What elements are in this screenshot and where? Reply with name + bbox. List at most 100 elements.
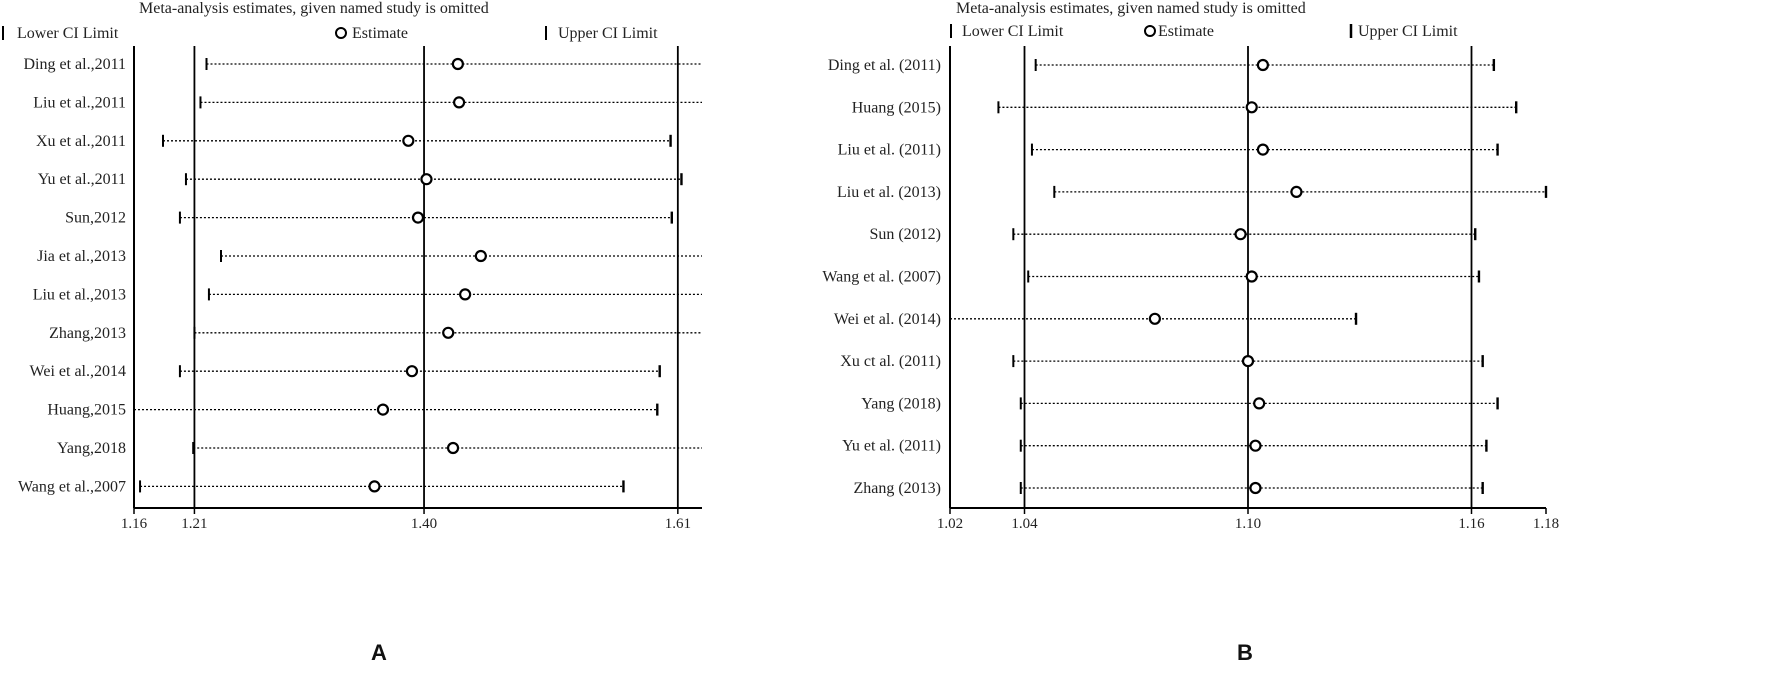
study-label: Wei et al. (2014) xyxy=(834,311,941,328)
estimate-point xyxy=(451,57,464,71)
x-tick-label: 1.40 xyxy=(411,516,437,532)
panel-a-legend: Lower CI Limit Estimate Upper CI Limit xyxy=(2,25,658,42)
estimate-point xyxy=(420,173,433,186)
estimate-point xyxy=(1249,481,1262,495)
study-label: Xu et al.,2011 xyxy=(36,133,126,150)
study-row: Xu et al.,2011 xyxy=(36,133,672,150)
study-label: Liu et al. (2013) xyxy=(837,184,941,201)
study-label: Ding et al. (2011) xyxy=(828,57,941,74)
estimate-point xyxy=(1253,397,1266,410)
study-row: Wang et al. (2007) xyxy=(822,269,1481,286)
study-row: Xu ct al. (2011) xyxy=(840,353,1484,370)
x-tick-label: 1.04 xyxy=(1011,516,1038,532)
study-row: Yu et al.,2011 xyxy=(38,171,683,188)
estimate-point xyxy=(446,441,460,455)
estimate-point xyxy=(459,288,472,301)
study-label: Huang,2015 xyxy=(47,402,126,419)
legend-estimate-marker xyxy=(335,27,347,39)
panel-a-title: Meta‐analysis estimates, given named stu… xyxy=(139,0,489,17)
panel-a: Meta‐analysis estimates, given named stu… xyxy=(2,0,702,665)
study-row: Wang et al.,2007 xyxy=(18,478,625,495)
study-row: Wei et al. (2014) xyxy=(834,311,1358,328)
study-label: Yang,2018 xyxy=(57,440,126,457)
study-row: Huang,2015 xyxy=(47,402,659,419)
estimate-point xyxy=(1256,143,1270,156)
estimate-point xyxy=(1234,228,1247,241)
panel-a-rows: Ding et al.,2011 Liu et al.,2011 Xu et al.… xyxy=(18,56,702,495)
study-label: Huang (2015) xyxy=(852,99,941,116)
panel-b-legend: Lower CI Limit Estimate Upper CI Limit xyxy=(950,23,1458,40)
study-row: Zhang,2013 xyxy=(49,325,702,342)
study-label: Xu ct al. (2011) xyxy=(840,353,941,370)
estimate-point xyxy=(1249,439,1262,452)
study-row: Jia et al.,2013 xyxy=(37,248,702,265)
study-row: Zhang (2013) xyxy=(853,480,1484,497)
study-label: Ding et al.,2011 xyxy=(24,56,127,73)
study-row: Ding et al. (2011) xyxy=(828,57,1496,74)
study-label: Zhang,2013 xyxy=(49,325,126,342)
panel-b-x-axis: 1.02 1.04 1.10 1.16 1.18 xyxy=(937,508,1559,532)
estimate-point xyxy=(1245,101,1258,114)
x-tick-label: 1.61 xyxy=(665,516,691,532)
x-tick-label: 1.16 xyxy=(121,516,148,532)
study-label: Jia et al.,2013 xyxy=(37,248,126,265)
estimate-point xyxy=(368,480,381,493)
estimate-point xyxy=(1290,185,1303,198)
panel-a-label: A xyxy=(371,640,387,665)
panel-a-x-axis: 1.16 1.21 1.40 1.61 xyxy=(121,508,691,532)
study-row: Liu et al.,2011 xyxy=(33,94,702,111)
panel-b: Meta‐analysis estimates, given named stu… xyxy=(822,0,1559,665)
legend-lower-label: Lower CI Limit xyxy=(17,25,119,42)
estimate-point xyxy=(1148,312,1161,325)
study-label: Yu et al.,2011 xyxy=(38,171,126,188)
study-label: Zhang (2013) xyxy=(853,480,941,497)
x-tick-label: 1.10 xyxy=(1235,516,1261,532)
study-label: Liu et al.,2013 xyxy=(33,286,126,303)
estimate-point xyxy=(474,249,487,263)
x-tick-label: 1.21 xyxy=(181,516,207,532)
study-label: Yang (2018) xyxy=(861,395,941,412)
study-label: Wang et al. (2007) xyxy=(822,269,941,286)
x-tick-label: 1.16 xyxy=(1458,516,1485,532)
legend-estimate-label: Estimate xyxy=(352,25,408,42)
panel-b-title: Meta‐analysis estimates, given named stu… xyxy=(956,0,1306,17)
study-row: Liu et al. (2011) xyxy=(838,142,1499,159)
study-row: Yang,2018 xyxy=(57,440,702,457)
study-row: Liu et al. (2013) xyxy=(837,184,1548,201)
panel-b-rows: Ding et al. (2011) Huang (2015) Liu et al.… xyxy=(822,57,1548,497)
study-label: Yu et al. (2011) xyxy=(842,438,941,455)
x-tick-label: 1.18 xyxy=(1533,516,1559,532)
study-row: Liu et al.,2013 xyxy=(33,286,702,303)
study-row: Yang (2018) xyxy=(861,395,1499,412)
study-label: Sun,2012 xyxy=(65,210,126,227)
study-row: Yu et al. (2011) xyxy=(842,438,1488,455)
panel-b-label: B xyxy=(1237,640,1253,665)
study-label: Liu et al. (2011) xyxy=(838,142,941,159)
estimate-point xyxy=(402,134,415,147)
study-label: Wang et al.,2007 xyxy=(18,478,126,495)
legend-estimate-label: Estimate xyxy=(1158,23,1214,40)
legend-upper-label: Upper CI Limit xyxy=(558,25,658,42)
study-label: Sun (2012) xyxy=(869,226,941,243)
study-row: Sun,2012 xyxy=(65,210,673,227)
study-label: Wei et al.,2014 xyxy=(30,363,126,380)
legend-lower-label: Lower CI Limit xyxy=(962,23,1064,40)
estimate-point xyxy=(442,326,455,339)
study-row: Ding et al.,2011 xyxy=(24,56,702,73)
estimate-point xyxy=(376,403,390,416)
legend-estimate-marker xyxy=(1144,25,1156,37)
estimate-point xyxy=(1256,58,1270,72)
study-label: Liu et al.,2011 xyxy=(33,94,126,111)
estimate-point xyxy=(411,211,425,224)
estimate-point xyxy=(1241,355,1255,368)
study-row: Wei et al.,2014 xyxy=(30,363,661,380)
estimate-point xyxy=(452,96,466,109)
study-row: Sun (2012) xyxy=(869,226,1477,243)
study-row: Huang (2015) xyxy=(852,99,1518,116)
panel-a-plot-area xyxy=(133,46,702,509)
estimate-point xyxy=(1245,270,1258,283)
estimate-point xyxy=(405,365,419,378)
x-tick-label: 1.02 xyxy=(937,516,963,532)
legend-upper-label: Upper CI Limit xyxy=(1358,23,1458,40)
